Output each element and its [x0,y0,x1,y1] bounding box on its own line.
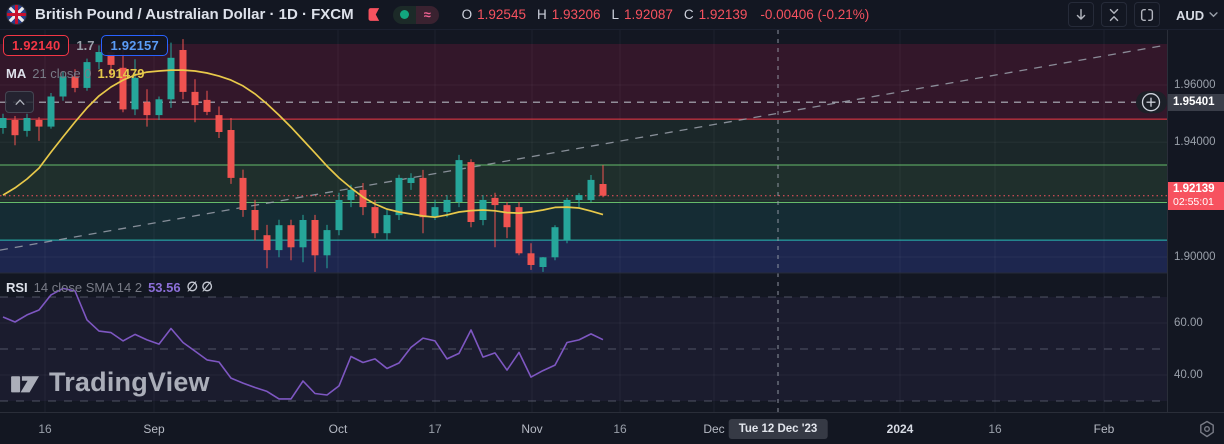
price-level-text: 1.7 [76,38,95,53]
low-label: L [611,7,620,22]
currency-label: AUD [1176,7,1205,23]
time-axis-label: Sep [143,421,165,436]
rsi-markers: ∅ ∅ [186,279,213,294]
time-axis-label: Dec [703,421,725,436]
rsi-value: 53.56 [148,279,181,295]
fullscreen-button[interactable] [1134,2,1160,27]
time-axis-label: Feb [1093,421,1115,436]
time-axis-label: Oct [328,421,348,436]
close-label: C [683,7,694,22]
chevron-down-icon [1209,12,1218,18]
chart-toolbar: British Pound / Australian Dollar · 1D ·… [0,0,1224,30]
collapse-legend-button[interactable] [5,91,34,113]
bar-countdown: 02:55:01 [1173,196,1214,209]
chart-area: 1.92140 1.7 1.92157 MA 21 close 0 1.9147… [0,30,1167,412]
high-value: 1.93206 [551,7,601,22]
chart-canvas[interactable] [0,30,1167,412]
chevron-up-icon [14,99,25,105]
open-label: O [461,7,473,22]
price-axis-tick: 1.94000 [1174,136,1216,149]
open-value: 1.92545 [477,7,526,22]
price-alert-label-upper[interactable]: 1.92140 [3,35,70,56]
watermark-text: TradingView [49,367,210,397]
time-axis-label: 16 [613,421,627,436]
collapse-panes-button[interactable] [1101,2,1127,27]
currency-dropdown[interactable]: AUD [1167,0,1224,30]
delayed-data-icon: ≈ [423,7,431,22]
ma-value: 1.91479 [97,66,145,81]
time-axis-label: 17 [428,421,442,436]
fullscreen-icon [1140,8,1154,21]
ohlc-readout: O 1.92545 H 1.93206 L 1.92087 C 1.92139 -0.0… [462,7,870,22]
rsi-legend[interactable]: RSI 14 close SMA 14 2 53.56 ∅ ∅ [6,279,213,295]
rsi-axis-tick: 60.00 [1174,317,1203,329]
time-axis-label: 16 [988,421,1002,436]
level-price-label: 1.95401 [1168,93,1224,111]
time-axis-label: 2024 [886,421,914,436]
price-axis-tick: 1.96000 [1174,79,1216,91]
ma21-line [2,69,604,219]
add-order-plus-button [1136,91,1167,114]
ma-name: MA [6,66,27,81]
market-status-toggle[interactable]: ≈ [392,5,439,24]
rsi-axis-tick: 40.00 [1174,369,1203,381]
time-axis-label: 16 [38,421,52,436]
symbol-title[interactable]: British Pound / Australian Dollar · 1D ·… [35,6,354,23]
current-price-label: 1.92139 02:55:01 [1168,181,1224,210]
ma-params: 21 close 0 [32,66,92,81]
collapse-icon [1109,8,1119,21]
low-value: 1.92087 [624,7,673,22]
time-axis-settings-button[interactable] [1198,420,1216,443]
high-label: H [536,7,547,22]
change-value: -0.00406 (-0.21%) [760,7,870,22]
price-line-labels: 1.92140 1.7 1.92157 [3,35,168,56]
tradingview-logo-icon [11,376,39,393]
arrow-down-icon [1076,8,1086,20]
rsi-name: RSI [6,279,28,295]
price-axis[interactable]: 1.96000 1.94000 1.90000 60.00 40.00 1.95401 1.… [1167,30,1224,412]
scroll-to-recent-button[interactable] [1068,2,1094,27]
time-axis-label: Nov [521,421,543,436]
close-value: 1.92139 [698,7,748,22]
rsi-line [2,287,604,400]
symbol-flag-icon [7,5,26,24]
crosshair-date-label: Tue 12 Dec '23 [728,418,828,439]
ma-legend[interactable]: MA 21 close 0 1.91479 [6,66,144,81]
market-open-dot-icon [399,10,409,19]
price-axis-tick: 1.90000 [1174,251,1216,263]
price-alert-label-lower[interactable]: 1.92157 [101,35,168,56]
settings-hexagon-icon [1200,420,1214,438]
flag-marker-icon[interactable] [365,6,382,23]
time-axis[interactable]: 16 Sep Oct 17 Nov 16 Dec 2024 16 Feb Tue 12 Dec '2… [0,412,1224,444]
tradingview-logo[interactable]: TradingView [10,367,210,398]
rsi-params: 14 close SMA 14 2 [33,279,143,295]
